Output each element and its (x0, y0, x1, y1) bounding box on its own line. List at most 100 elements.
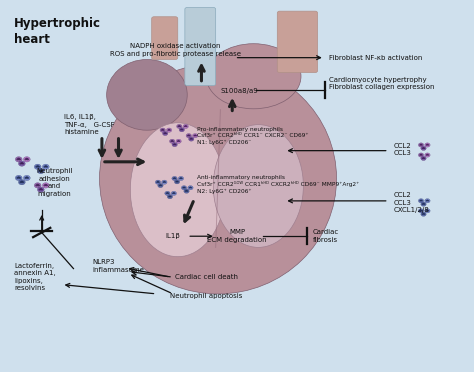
Circle shape (419, 144, 421, 146)
Circle shape (427, 210, 429, 212)
Text: Cardiomyocyte hypertrophy
Fibroblast collagen expression: Cardiomyocyte hypertrophy Fibroblast col… (329, 77, 435, 90)
Circle shape (421, 210, 423, 212)
Circle shape (45, 165, 47, 167)
Circle shape (419, 143, 424, 147)
Text: S100a8/a9: S100a8/a9 (220, 88, 258, 94)
Circle shape (425, 199, 430, 203)
Circle shape (18, 176, 20, 178)
Circle shape (421, 156, 426, 160)
Circle shape (170, 139, 175, 143)
Circle shape (190, 187, 192, 189)
Circle shape (37, 169, 44, 174)
Circle shape (27, 177, 29, 179)
Circle shape (46, 166, 48, 168)
Circle shape (421, 144, 423, 146)
Circle shape (427, 154, 428, 155)
Circle shape (26, 158, 28, 160)
Circle shape (177, 141, 179, 142)
Circle shape (34, 183, 41, 188)
Circle shape (160, 185, 162, 186)
Text: Neutrophil
adhesion
and
migration: Neutrophil adhesion and migration (36, 168, 73, 196)
Circle shape (37, 166, 40, 168)
Circle shape (166, 192, 168, 193)
Circle shape (37, 187, 44, 192)
Circle shape (174, 180, 180, 184)
Circle shape (423, 148, 425, 149)
Circle shape (36, 184, 39, 186)
FancyBboxPatch shape (152, 17, 178, 60)
Circle shape (167, 195, 173, 199)
Circle shape (17, 158, 19, 160)
Circle shape (177, 124, 182, 128)
Circle shape (422, 213, 425, 214)
Text: Pro-inflammatory neutrophils
Csf3r⁺ CCR2ʰᴴᴰ CCR1⁻ CXCR2⁻ CD69⁺
N1: Ly6G⁺ CD206⁻: Pro-inflammatory neutrophils Csf3r⁺ CCR2… (197, 127, 308, 145)
Circle shape (20, 180, 23, 183)
Circle shape (421, 154, 423, 156)
Circle shape (19, 163, 22, 164)
Circle shape (175, 181, 177, 183)
Circle shape (421, 202, 426, 206)
Circle shape (162, 129, 164, 130)
Circle shape (179, 126, 181, 127)
Text: MMP
ECM degradation: MMP ECM degradation (207, 230, 267, 243)
Circle shape (168, 129, 170, 130)
Circle shape (34, 164, 41, 170)
Circle shape (167, 129, 169, 131)
Text: Fibroblast NF-κb activation: Fibroblast NF-κb activation (329, 55, 423, 61)
Circle shape (191, 138, 193, 140)
Circle shape (169, 129, 171, 131)
Circle shape (184, 189, 189, 193)
Circle shape (15, 175, 22, 181)
Circle shape (183, 124, 188, 128)
Circle shape (190, 138, 191, 140)
Circle shape (178, 176, 183, 180)
Circle shape (181, 178, 183, 179)
FancyBboxPatch shape (185, 7, 216, 86)
Circle shape (169, 195, 171, 197)
Circle shape (180, 129, 182, 131)
Circle shape (427, 144, 428, 145)
Circle shape (20, 162, 23, 164)
Circle shape (172, 176, 177, 180)
Circle shape (170, 141, 173, 142)
Circle shape (426, 210, 428, 212)
Circle shape (163, 129, 164, 131)
Circle shape (182, 129, 183, 131)
Circle shape (173, 192, 175, 193)
Circle shape (178, 140, 180, 141)
Circle shape (181, 128, 183, 130)
Circle shape (173, 143, 176, 145)
Circle shape (164, 181, 165, 182)
Circle shape (193, 135, 195, 137)
Circle shape (425, 209, 430, 213)
Circle shape (185, 190, 188, 191)
Circle shape (41, 189, 43, 190)
Circle shape (162, 180, 167, 184)
Circle shape (178, 141, 181, 142)
Circle shape (183, 186, 185, 188)
Circle shape (165, 191, 170, 195)
Circle shape (174, 178, 176, 179)
Circle shape (39, 188, 42, 190)
Circle shape (165, 133, 167, 134)
Circle shape (419, 199, 424, 203)
Ellipse shape (213, 125, 303, 247)
Circle shape (189, 187, 191, 189)
Circle shape (185, 125, 187, 126)
Circle shape (176, 139, 181, 143)
Ellipse shape (130, 123, 225, 257)
Circle shape (426, 144, 428, 146)
Circle shape (427, 199, 428, 201)
Circle shape (25, 177, 27, 179)
Circle shape (182, 187, 184, 189)
Circle shape (421, 212, 426, 216)
Circle shape (426, 200, 428, 202)
Circle shape (427, 144, 429, 146)
Circle shape (164, 133, 165, 134)
Circle shape (190, 138, 192, 139)
Circle shape (420, 199, 422, 201)
Circle shape (45, 184, 47, 186)
Circle shape (184, 187, 186, 189)
Circle shape (44, 185, 46, 186)
Ellipse shape (206, 44, 301, 109)
